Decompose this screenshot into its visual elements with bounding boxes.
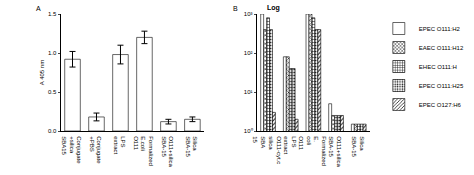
svg-text:FormalizedE.coliO111: FormalizedE.coliO111 <box>133 136 155 166</box>
svg-text:B: B <box>233 5 238 12</box>
svg-text:10⁰: 10⁰ <box>244 127 253 134</box>
svg-text:SilicaSBA-15: SilicaSBA-15 <box>351 136 365 157</box>
svg-text:A: A <box>36 5 41 12</box>
svg-text:Log: Log <box>267 4 280 12</box>
svg-text:EHEC O111:H: EHEC O111:H <box>419 64 457 70</box>
svg-text:0.0: 0.0 <box>48 128 57 134</box>
svg-text:O111+silicaSBA-15: O111+silicaSBA-15 <box>328 136 342 167</box>
svg-text:A 405 nm: A 405 nm <box>39 60 45 85</box>
svg-text:LPSextract: LPSextract <box>283 136 297 154</box>
svg-text:LPSextract: LPSextract <box>113 136 127 154</box>
svg-text:Conjugate+silicaSBA15: Conjugate+silicaSBA15 <box>61 136 83 164</box>
svg-text:Conjugate+PBS: Conjugate+PBS <box>89 136 103 164</box>
svg-text:EPEC O111:H2: EPEC O111:H2 <box>419 26 461 32</box>
svg-text:FormalizedE.coliO111: FormalizedE.coliO111 <box>298 136 327 166</box>
svg-text:1.0: 1.0 <box>48 50 57 56</box>
svg-text:O111+silicaSBA-15: O111+silicaSBA-15 <box>161 136 175 167</box>
svg-text:O111-cyt.csilicaSBA15: O111-cyt.csilicaSBA15 <box>252 136 281 164</box>
svg-text:EPEC O127:H6: EPEC O127:H6 <box>419 102 462 108</box>
svg-text:10³: 10³ <box>244 11 253 17</box>
svg-text:SilicaSBA-15: SilicaSBA-15 <box>185 136 199 157</box>
svg-text:10¹: 10¹ <box>244 89 253 95</box>
svg-text:1.5: 1.5 <box>48 11 57 17</box>
svg-text:0.5: 0.5 <box>48 89 57 95</box>
svg-text:10²: 10² <box>244 50 253 56</box>
svg-text:EAEC O111:H12: EAEC O111:H12 <box>419 45 464 51</box>
svg-text:EPEC O111:H25: EPEC O111:H25 <box>419 83 464 89</box>
